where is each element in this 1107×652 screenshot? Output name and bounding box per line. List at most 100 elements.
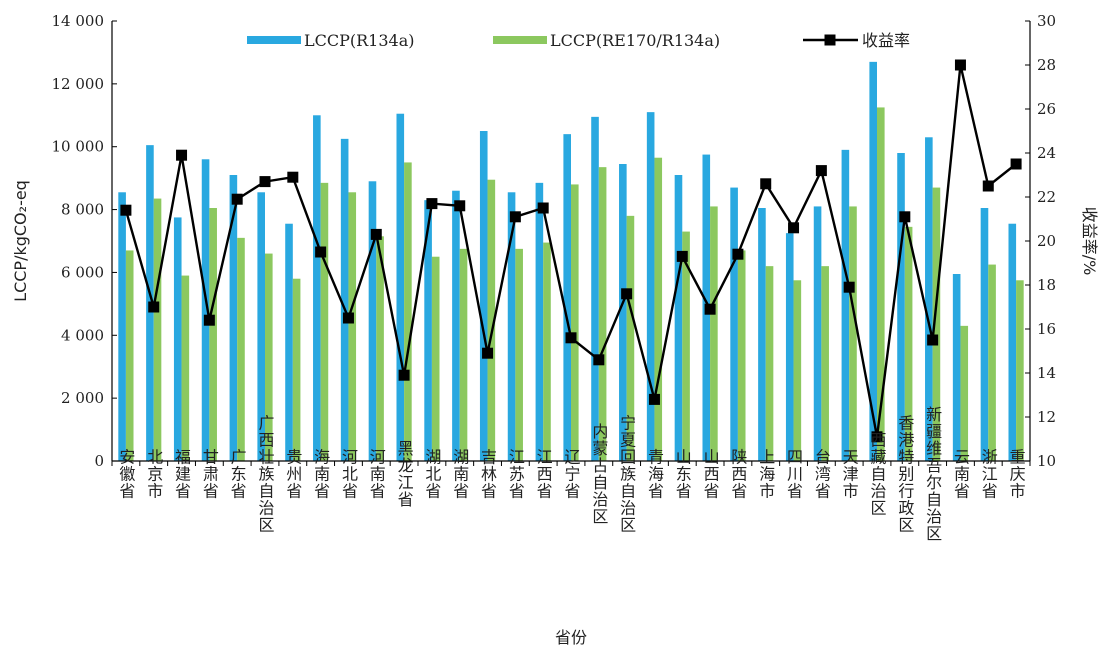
bar-lccp-r134a <box>785 233 794 461</box>
right-tick-label: 14 <box>1037 364 1056 382</box>
right-tick-label: 30 <box>1037 12 1056 30</box>
bar-lccp-re170-r134a <box>626 215 635 461</box>
yield-rate-marker <box>954 59 966 71</box>
bar-lccp-r134a <box>646 112 655 462</box>
line-layer <box>120 59 1022 443</box>
right-tick-label: 16 <box>1037 320 1056 338</box>
category-label: 甘肃省 <box>200 449 219 500</box>
yield-rate-marker <box>788 222 800 234</box>
bar-lccp-re170-r134a <box>348 192 357 462</box>
left-tick-label: 8 000 <box>61 201 104 219</box>
bar-lccp-r134a <box>674 175 683 461</box>
right-tick-label: 26 <box>1037 100 1056 118</box>
category-label: 河北省 <box>339 449 358 500</box>
bar-lccp-re170-r134a <box>153 198 162 462</box>
yield-rate-marker <box>482 347 494 359</box>
category-label: 辽宁省 <box>562 449 581 500</box>
yield-rate-marker <box>593 354 605 366</box>
category-label: 湖北省 <box>422 449 441 500</box>
bar-lccp-re170-r134a <box>960 325 969 461</box>
bar-lccp-re170-r134a <box>571 184 579 461</box>
bar-lccp-re170-r134a <box>459 248 468 461</box>
bar-lccp-r134a <box>257 192 265 462</box>
bar-lccp-re170-r134a <box>793 280 802 461</box>
bar-lccp-re170-r134a <box>487 179 496 461</box>
bar-lccp-r134a <box>368 181 377 462</box>
bar-lccp-r134a <box>396 113 405 461</box>
bar-lccp-r134a <box>563 134 571 461</box>
category-label: 吉林省 <box>478 449 497 500</box>
bar-lccp-re170-r134a <box>710 206 718 461</box>
bar-lccp-re170-r134a <box>737 250 746 461</box>
yield-rate-marker <box>148 301 160 313</box>
bar-layer <box>118 61 1024 462</box>
left-tick-label: 4 000 <box>61 326 104 344</box>
bar-lccp-r134a <box>925 137 933 462</box>
category-label: 黑龙江省 <box>395 440 414 508</box>
bar-lccp-r134a <box>980 208 989 461</box>
category-label: 北京市 <box>144 449 163 500</box>
bar-lccp-re170-r134a <box>821 266 829 461</box>
yield-rate-marker <box>203 314 215 326</box>
bar-lccp-r134a <box>869 61 877 461</box>
bar-lccp-re170-r134a <box>543 242 551 461</box>
legend-swatch-lccp-r134a <box>247 36 301 44</box>
bar-lccp-re170-r134a <box>988 264 996 461</box>
yield-rate-marker <box>537 202 549 214</box>
bar-lccp-re170-r134a <box>904 226 913 461</box>
bar-lccp-re170-r134a <box>1016 280 1024 461</box>
yield-rate-marker <box>426 198 438 210</box>
category-label: 海南省 <box>311 449 330 500</box>
category-label: 上海市 <box>756 449 775 500</box>
bar-lccp-re170-r134a <box>654 157 663 461</box>
yield-rate-marker <box>843 281 855 293</box>
bar-lccp-re170-r134a <box>598 167 607 461</box>
legend-label-yield: 收益率 <box>862 31 910 50</box>
yield-rate-marker <box>871 431 883 443</box>
yield-rate-marker <box>676 250 688 262</box>
right-tick-label: 22 <box>1037 188 1056 206</box>
right-tick-label: 24 <box>1037 144 1056 162</box>
category-label: 山西省 <box>701 449 720 500</box>
category-label: 江西省 <box>534 449 553 500</box>
category-label: 内蒙古自治区 <box>589 423 608 525</box>
tick-layer: 0 2 000 4 000 6 000 8 000 10 000 12 000 14 000 1… <box>52 12 1057 470</box>
yield-rate-marker <box>1010 158 1022 170</box>
bar-lccp-r134a <box>340 138 349 461</box>
category-labels: 安徽省 北京市 福建省 甘肃省 广东省 广西壮族自治区 贵州省 海南省 河北省 河南省 黑龙江省 湖北… <box>116 406 1025 542</box>
right-tick-label: 20 <box>1037 232 1056 250</box>
bar-lccp-re170-r134a <box>682 231 690 461</box>
yield-rate-marker <box>760 178 772 190</box>
bar-lccp-re170-r134a <box>431 256 440 461</box>
y-axis-title-right: 收益率/% <box>1080 207 1099 276</box>
bar-lccp-re170-r134a <box>320 182 329 461</box>
category-label: 青海省 <box>645 449 664 500</box>
category-label: 湖南省 <box>450 449 469 500</box>
yield-rate-marker <box>509 211 521 223</box>
bar-lccp-r134a <box>285 223 293 461</box>
category-label: 台湾省 <box>812 449 831 500</box>
category-label: 贵州省 <box>283 449 302 500</box>
category-label: 天津市 <box>840 449 859 500</box>
legend-label-lccp-r134a: LCCP(R134a) <box>304 31 414 50</box>
category-label: 浙江省 <box>979 449 998 500</box>
bar-lccp-r134a <box>1008 223 1017 461</box>
left-tick-label: 2 000 <box>61 389 104 407</box>
yield-rate-marker <box>621 288 633 300</box>
bar-lccp-r134a <box>201 159 210 462</box>
bar-lccp-r134a <box>897 153 905 461</box>
category-label: 云南省 <box>951 449 970 500</box>
yield-rate-marker <box>315 246 327 258</box>
left-tick-label: 10 000 <box>52 138 105 156</box>
category-label: 香港特别行政区 <box>895 415 914 534</box>
category-label: 宁夏回族自治区 <box>617 415 636 534</box>
yield-rate-marker <box>370 228 382 240</box>
yield-rate-marker <box>342 312 354 324</box>
yield-rate-marker <box>176 149 188 161</box>
bar-lccp-r134a <box>619 164 627 461</box>
bar-lccp-r134a <box>952 274 961 461</box>
bar-lccp-re170-r134a <box>292 278 301 461</box>
yield-rate-marker <box>732 248 744 260</box>
category-label: 广西壮族自治区 <box>256 415 275 534</box>
